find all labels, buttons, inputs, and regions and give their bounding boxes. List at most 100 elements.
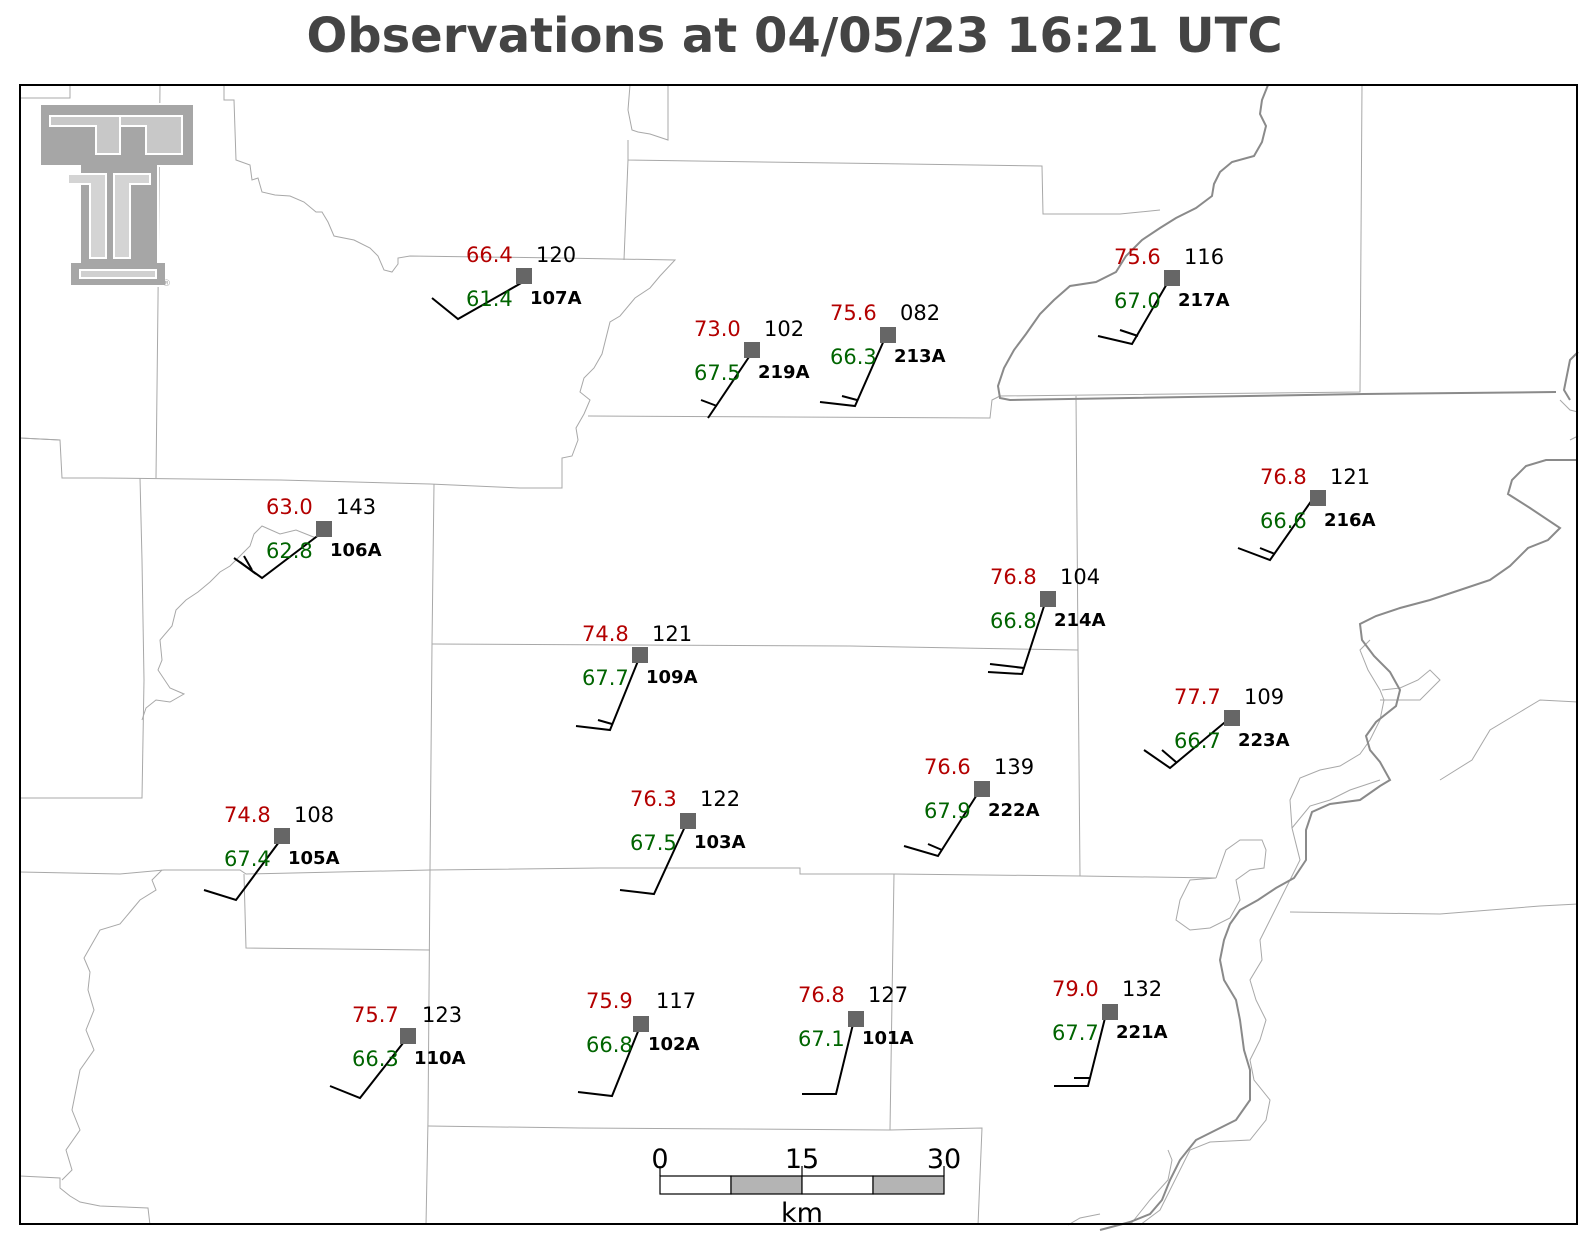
scale-segment [659,1175,732,1195]
station-marker [1164,270,1180,286]
station-temperature: 74.8 [224,803,271,827]
station-106A: 63.0 143 62.8 106A [266,495,382,563]
station-dewpoint: 67.1 [798,1027,845,1051]
wind-barb-221A [1054,1013,1107,1087]
river-boundaries [61,399,1579,1226]
station-temperature: 76.3 [630,787,677,811]
station-id: 223A [1238,730,1290,751]
station-marker [1224,710,1240,726]
station-dewpoint: 67.5 [630,831,677,855]
station-105A: 74.8 108 67.4 105A [224,803,340,871]
station-marker [744,342,760,358]
station-marker [848,1011,864,1027]
station-pressure: 104 [1060,565,1100,589]
station-temperature: 75.9 [586,989,633,1013]
station-pressure: 117 [656,989,696,1013]
station-dewpoint: 67.4 [224,847,271,871]
station-pressure: 102 [764,317,804,341]
station-pressure: 123 [422,1003,462,1027]
wind-barb-101A [802,1019,855,1095]
station-dewpoint: 67.7 [1052,1021,1099,1045]
station-temperature: 66.4 [466,243,513,267]
wind-barb-106A [233,530,325,580]
scale-tick-label: 15 [785,1144,819,1175]
station-marker [516,268,532,284]
station-dewpoint: 67.9 [924,799,971,823]
texas-tech-double-t-logo [39,103,195,287]
station-id: 102A [648,1034,700,1055]
registered-mark: ® [162,279,171,289]
map-frame [19,84,1578,1225]
station-dewpoint: 61.4 [466,287,513,311]
station-pressure: 121 [652,622,692,646]
station-109A: 74.8 121 67.7 109A [582,622,698,690]
station-temperature: 73.0 [694,317,741,341]
station-pressure: 082 [900,301,940,325]
station-pressure: 139 [994,755,1034,779]
station-marker [880,327,896,343]
station-id: 107A [530,288,582,309]
station-pressure: 109 [1244,685,1284,709]
scale-segment [872,1175,945,1195]
wind-barb-103A [619,819,689,896]
wind-barb-216A [1237,499,1313,562]
station-223A: 77.7 109 66.7 223A [1174,685,1290,753]
station-marker [632,647,648,663]
station-id: 109A [646,667,698,688]
station-temperature: 77.7 [1174,685,1221,709]
station-dewpoint: 67.5 [694,361,741,385]
station-dewpoint: 66.3 [352,1047,399,1071]
wind-barb-219A [700,353,752,419]
station-marker [680,813,696,829]
station-marker [274,828,290,844]
station-pressure: 116 [1184,245,1224,269]
station-103A: 76.3 122 67.5 103A [630,787,746,855]
station-107A: 66.4 120 61.4 107A [466,243,582,311]
scale-bar: 0 15 30 km [651,1144,961,1229]
station-temperature: 79.0 [1052,977,1099,1001]
station-dewpoint: 67.7 [582,666,629,690]
wind-barb-213A [819,337,886,408]
wind-barbs [203,281,1313,1100]
station-pressure: 143 [336,495,376,519]
station-pressure: 127 [868,983,908,1007]
station-219A: 73.0 102 67.5 219A [694,317,810,385]
station-221A: 79.0 132 67.7 221A [1052,977,1168,1045]
station-id: 221A [1116,1022,1168,1043]
scale-unit-label: km [781,1198,823,1229]
wind-barb-102A [577,1023,642,1098]
station-dewpoint: 66.8 [990,609,1037,633]
wind-barb-223A [1143,717,1231,770]
scale-segment [801,1175,874,1195]
station-id: 106A [330,540,382,561]
station-marker [974,781,990,797]
station-pressure: 121 [1330,465,1370,489]
station-id: 103A [694,832,746,853]
station-216A: 76.8 121 66.6 216A [1260,465,1376,533]
wind-barb-109A [575,655,641,732]
station-214A: 76.8 104 66.8 214A [990,565,1106,633]
station-id: 214A [1054,610,1106,631]
county-boundaries [19,84,1579,1226]
stations: 66.4 120 61.4 107A 73.0 102 67.5 219A 75… [224,243,1376,1071]
station-id: 217A [1178,290,1230,311]
map-title: Observations at 04/05/23 16:21 UTC [306,8,1283,64]
station-temperature: 74.8 [582,622,629,646]
wind-barb-107A [431,281,524,321]
station-dewpoint: 66.3 [830,345,877,369]
station-marker [400,1028,416,1044]
station-temperature: 75.7 [352,1003,399,1027]
station-pressure: 108 [294,803,334,827]
station-217A: 75.6 116 67.0 217A [1114,245,1230,313]
wind-barb-110A [329,1037,408,1100]
station-temperature: 76.8 [798,983,845,1007]
station-id: 213A [894,346,946,367]
station-id: 222A [988,800,1040,821]
station-pressure: 120 [536,243,576,267]
wind-barb-222A [903,789,981,858]
station-dewpoint: 66.8 [586,1033,633,1057]
station-temperature: 76.6 [924,755,971,779]
station-marker [1102,1004,1118,1020]
wind-barb-105A [203,837,283,902]
